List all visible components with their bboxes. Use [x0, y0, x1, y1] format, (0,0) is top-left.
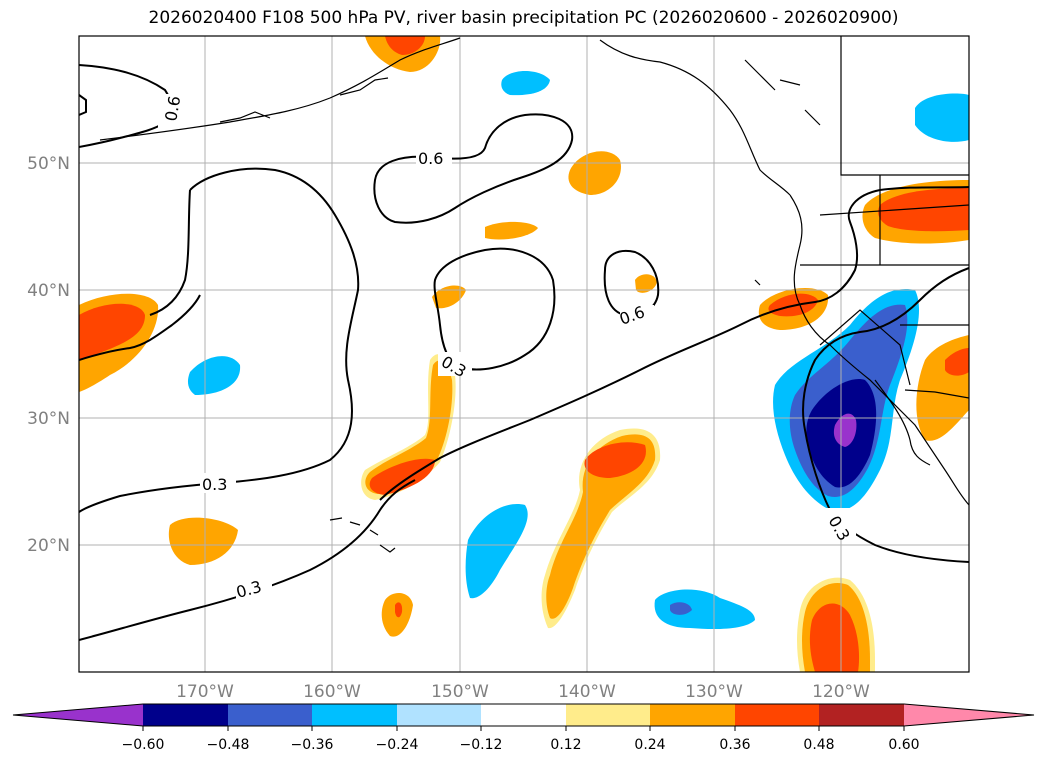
colorbar-segment	[143, 704, 228, 726]
colorbar-segment	[228, 704, 312, 726]
map-title: 2026020400 F108 500 hPa PV, river basin …	[148, 8, 899, 28]
colorbar-tick-label: 0.60	[888, 737, 919, 753]
colorbar-tick-label: 0.24	[634, 737, 665, 753]
colorbar-tick-label: −0.36	[291, 737, 334, 753]
colorbar-extend-low	[13, 704, 143, 726]
lon-label: 120°W	[812, 682, 870, 702]
contour-label-0.6-north: 0.6	[418, 149, 443, 168]
colorbar-tick-label: 0.12	[550, 737, 581, 753]
contour-label-0.6-west: 0.6	[161, 94, 184, 122]
map-frame	[78, 35, 970, 673]
islands	[329, 279, 761, 553]
colorbar-tick-label: 0.36	[719, 737, 750, 753]
colorbar-tick-label: −0.60	[122, 737, 165, 753]
colorbar-segment	[566, 704, 650, 726]
lat-label: 20°N	[27, 536, 70, 556]
coastlines	[99, 36, 969, 506]
lon-label: 140°W	[558, 682, 616, 702]
pv-contours	[79, 64, 969, 641]
colorbar-segment	[481, 704, 566, 726]
colorbar-tick-label: 0.48	[803, 737, 834, 753]
contour-label-0.3-west: 0.3	[202, 475, 227, 494]
lon-label: 150°W	[431, 682, 489, 702]
colorbar-segment	[819, 704, 904, 726]
longitude-labels: 170°W 160°W 150°W 140°W 130°W 120°W	[176, 682, 870, 702]
lat-label: 50°N	[27, 154, 70, 174]
colorbar-segment	[397, 704, 481, 726]
colorbar-tick-label: −0.48	[207, 737, 250, 753]
colorbar-tick-label: −0.24	[376, 737, 419, 753]
lon-label: 160°W	[303, 682, 361, 702]
colorbar: −0.60 −0.48 −0.36 −0.24 −0.12 0.12 0.24 …	[12, 703, 1035, 753]
colorbar-segment	[650, 704, 735, 726]
colorbar-segment	[735, 704, 819, 726]
latitude-labels: 50°N 40°N 30°N 20°N	[27, 154, 70, 556]
colorbar-extend-high	[904, 704, 1034, 726]
lat-label: 30°N	[27, 409, 70, 429]
lon-label: 130°W	[685, 682, 743, 702]
colorbar-segment	[312, 704, 397, 726]
colorbar-tick-label: −0.12	[460, 737, 503, 753]
lon-label: 170°W	[176, 682, 234, 702]
lat-label: 40°N	[27, 281, 70, 301]
